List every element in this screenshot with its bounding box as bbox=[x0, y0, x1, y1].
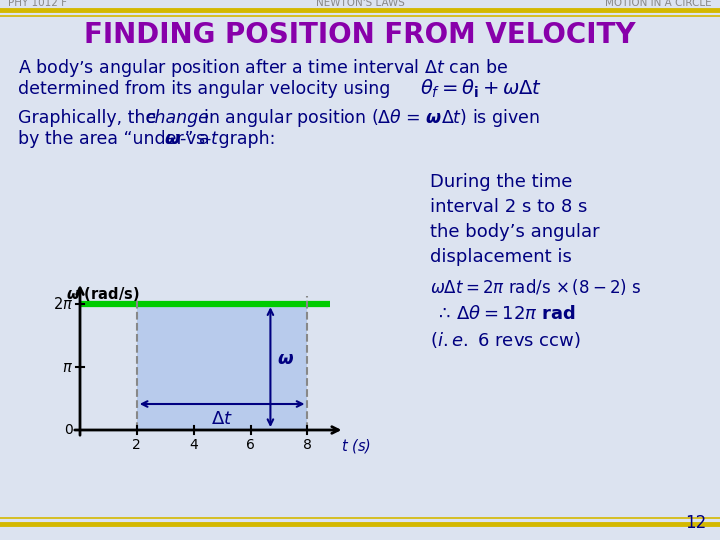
Text: in angular position ($\Delta\theta$ = $\boldsymbol{\omega}\Delta t$) is given: in angular position ($\Delta\theta$ = $\… bbox=[198, 107, 540, 129]
Text: $t$ (s): $t$ (s) bbox=[341, 437, 372, 455]
Text: Graphically, the: Graphically, the bbox=[18, 109, 162, 127]
Text: interval 2 s to 8 s: interval 2 s to 8 s bbox=[430, 198, 588, 216]
Text: change: change bbox=[145, 109, 209, 127]
Text: 4: 4 bbox=[189, 438, 198, 452]
Text: 2: 2 bbox=[132, 438, 141, 452]
Text: $(i.e.\ 6$ revs ccw$)$: $(i.e.\ 6$ revs ccw$)$ bbox=[430, 330, 581, 350]
Text: FINDING POSITION FROM VELOCITY: FINDING POSITION FROM VELOCITY bbox=[84, 21, 636, 49]
Text: displacement is: displacement is bbox=[430, 248, 572, 266]
Text: $\Delta t$: $\Delta t$ bbox=[211, 410, 233, 428]
Text: PHY 1012 F: PHY 1012 F bbox=[8, 0, 67, 8]
Text: $\pi$: $\pi$ bbox=[62, 360, 73, 375]
Text: During the time: During the time bbox=[430, 173, 572, 191]
Text: 12: 12 bbox=[685, 514, 706, 532]
Text: $2\pi$: $2\pi$ bbox=[53, 296, 73, 312]
Text: $\theta_f = \theta_{\bf i} + \omega\Delta t$: $\theta_f = \theta_{\bf i} + \omega\Delt… bbox=[420, 78, 542, 100]
Text: $\therefore\,\Delta\theta = 12\pi$ rad: $\therefore\,\Delta\theta = 12\pi$ rad bbox=[435, 305, 576, 323]
Text: by the area “under” a: by the area “under” a bbox=[18, 130, 215, 148]
Text: $\boldsymbol{\omega}$: $\boldsymbol{\omega}$ bbox=[277, 350, 294, 368]
Text: 6: 6 bbox=[246, 438, 255, 452]
Text: $\boldsymbol{\omega}$-vs-$t$: $\boldsymbol{\omega}$-vs-$t$ bbox=[164, 130, 220, 148]
Text: $\omega\Delta t = 2\pi$ rad/s $\times\,(8-2)$ s: $\omega\Delta t = 2\pi$ rad/s $\times\,(… bbox=[430, 277, 642, 297]
Text: MOTION IN A CIRCLE: MOTION IN A CIRCLE bbox=[606, 0, 712, 8]
Bar bbox=[137, 305, 307, 430]
Text: determined from its angular velocity using: determined from its angular velocity usi… bbox=[18, 80, 390, 98]
Text: the body’s angular: the body’s angular bbox=[430, 223, 600, 241]
Text: 8: 8 bbox=[303, 438, 312, 452]
Text: A body’s angular position after a time interval $\Delta t$ can be: A body’s angular position after a time i… bbox=[18, 57, 508, 79]
Text: graph:: graph: bbox=[213, 130, 275, 148]
Text: NEWTON'S LAWS: NEWTON'S LAWS bbox=[315, 0, 405, 8]
Text: $\boldsymbol{\omega}$ (rad/s): $\boldsymbol{\omega}$ (rad/s) bbox=[66, 285, 140, 303]
Text: 0: 0 bbox=[64, 423, 73, 437]
